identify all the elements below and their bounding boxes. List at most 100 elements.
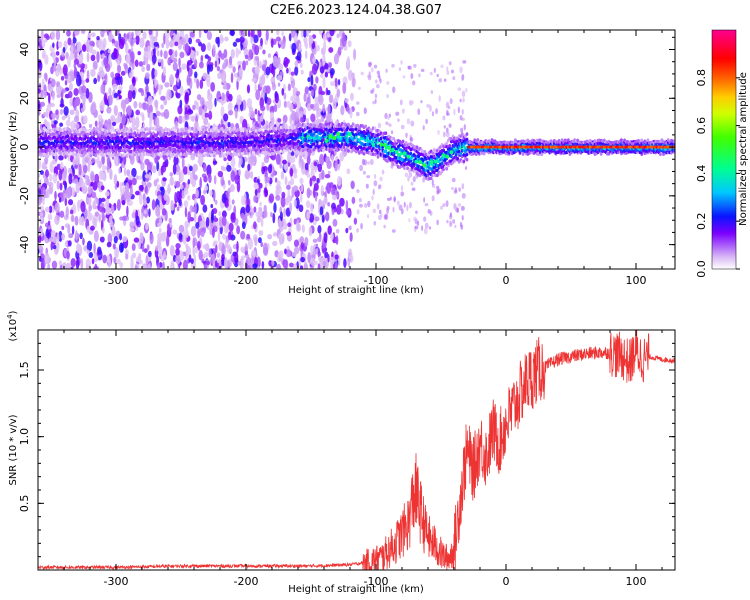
heatmap-cell — [189, 172, 194, 185]
heatmap-cell — [66, 250, 70, 260]
heatmap-cell — [129, 184, 133, 197]
heatmap-cell — [372, 208, 377, 214]
heatmap-cell — [183, 200, 189, 208]
heatmap-cell — [451, 177, 456, 183]
heatmap-cell — [228, 231, 232, 241]
heatmap-cell — [367, 74, 372, 81]
heatmap-cell — [280, 195, 286, 208]
heatmap-cell — [145, 255, 149, 266]
heatmap-cell — [254, 188, 258, 196]
heatmap-cell — [376, 70, 381, 75]
heatmap-cell — [230, 234, 236, 241]
heatmap-cell — [250, 110, 255, 119]
heatmap-cell — [149, 116, 152, 129]
heatmap-cell — [156, 49, 160, 57]
heatmap-cell — [461, 183, 465, 190]
heatmap-cell — [100, 30, 105, 38]
heatmap-cell — [161, 208, 167, 216]
heatmap-cell — [91, 258, 95, 265]
heatmap-cell — [67, 55, 71, 68]
heatmap-cell — [82, 115, 88, 125]
heatmap-cell — [113, 92, 118, 99]
heatmap-cell — [202, 163, 207, 173]
heatmap-cell — [377, 184, 381, 190]
heatmap-cell — [407, 65, 412, 70]
heatmap-cell — [349, 92, 354, 101]
heatmap-cell — [205, 216, 210, 229]
heatmap-cell — [144, 96, 148, 102]
heatmap-cell — [174, 191, 178, 204]
heatmap-cell — [67, 71, 74, 77]
heatmap-cell — [438, 78, 443, 83]
heatmap-cell — [236, 94, 243, 106]
heatmap-cell — [376, 83, 380, 89]
heatmap-cell — [291, 42, 297, 53]
heatmap-cell — [208, 248, 212, 258]
heatmap-cell — [48, 237, 54, 243]
heatmap-cell — [346, 168, 351, 175]
heatmap-cell — [234, 107, 238, 120]
heatmap-cell — [195, 189, 199, 199]
heatmap-cell — [146, 244, 150, 251]
heatmap-cell — [52, 236, 58, 243]
heatmap-cell — [270, 77, 276, 83]
heatmap-cell — [80, 107, 85, 113]
heatmap-cell — [375, 79, 378, 84]
heatmap-cell — [196, 94, 202, 101]
heatmap-cell — [260, 241, 264, 247]
heatmap-cell — [54, 214, 60, 226]
heatmap-cell — [260, 37, 263, 47]
heatmap-cell — [38, 70, 42, 79]
heatmap-cell — [246, 233, 251, 240]
heatmap-cell — [465, 152, 469, 157]
heatmap-cell — [182, 234, 187, 245]
heatmap-cell — [261, 261, 265, 269]
heatmap-cell — [118, 167, 121, 174]
heatmap-cell — [42, 49, 46, 58]
heatmap-cell — [305, 118, 310, 123]
heatmap-cell — [107, 233, 113, 245]
heatmap-cell — [101, 165, 107, 171]
heatmap-cell — [259, 60, 262, 69]
heatmap-cell — [278, 63, 284, 72]
heatmap-cell — [329, 232, 334, 241]
heatmap-cell — [462, 159, 466, 164]
heatmap-cell — [178, 66, 182, 73]
heatmap-cell — [94, 158, 98, 164]
heatmap-cell — [111, 225, 116, 238]
heatmap-cell — [134, 59, 139, 67]
heatmap-cell — [442, 203, 446, 207]
heatmap-cell — [85, 78, 90, 83]
heatmap-cell — [279, 211, 283, 222]
heatmap-cell — [240, 43, 243, 51]
heatmap-cell — [99, 101, 105, 112]
heatmap-cell — [401, 139, 405, 144]
heatmap-cell — [52, 90, 55, 101]
heatmap-cell — [213, 240, 218, 245]
heatmap-cell — [115, 258, 121, 265]
heatmap-cell — [55, 51, 60, 56]
heatmap-cell — [207, 122, 211, 129]
heatmap-cell — [310, 202, 314, 213]
heatmap-cell — [113, 174, 118, 185]
heatmap-cell — [87, 185, 92, 195]
heatmap-cell — [68, 172, 73, 185]
heatmap-cell — [283, 207, 286, 218]
heatmap-cell — [391, 63, 395, 68]
heatmap-cell — [146, 196, 150, 204]
heatmap-cell — [45, 188, 50, 199]
heatmap-cell — [237, 261, 242, 266]
heatmap-cell — [185, 243, 189, 249]
heatmap-cell — [367, 200, 371, 208]
heatmap-cell — [146, 162, 152, 173]
heatmap-cell — [51, 112, 57, 119]
heatmap-cell — [292, 185, 299, 192]
heatmap-cell — [214, 260, 218, 268]
heatmap-cell — [108, 94, 113, 106]
heatmap-cell — [101, 210, 105, 222]
heatmap-cell — [318, 94, 324, 106]
heatmap-cell — [295, 90, 301, 96]
heatmap-cell — [118, 38, 125, 50]
heatmap-cell — [389, 196, 393, 201]
